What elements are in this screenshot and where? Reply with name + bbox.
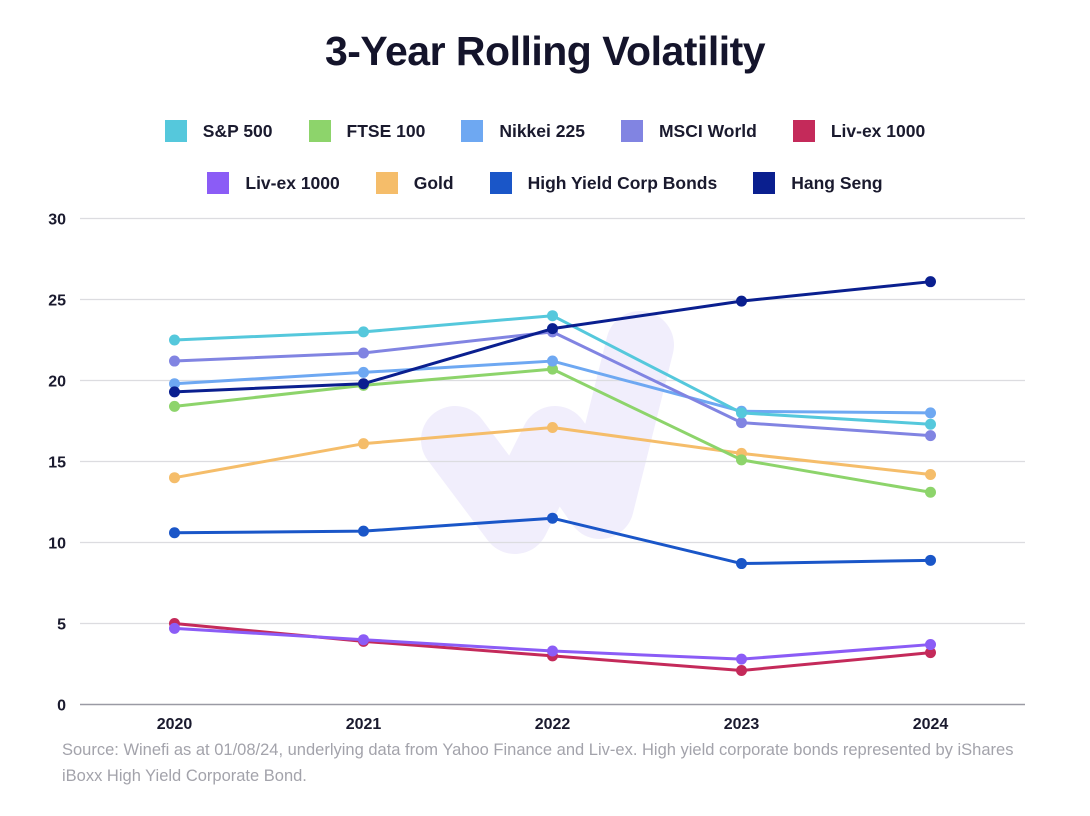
data-point[interactable] [736, 407, 747, 419]
y-tick-label: 15 [48, 455, 66, 472]
data-point[interactable] [736, 558, 747, 570]
data-point[interactable] [925, 639, 936, 651]
data-point[interactable] [358, 366, 369, 378]
legend-label: High Yield Corp Bonds [527, 172, 718, 193]
data-point[interactable] [358, 347, 369, 359]
gridlines [80, 217, 1025, 706]
y-tick-label: 0 [57, 698, 66, 715]
data-point[interactable] [358, 525, 369, 537]
series-hang-seng [169, 276, 936, 398]
legend-swatch-icon [375, 172, 398, 194]
legend-swatch-icon [207, 172, 230, 194]
legend-item-high-yield-corp-bonds[interactable]: High Yield Corp Bonds [489, 172, 718, 194]
legend-label: S&P 500 [202, 120, 273, 141]
data-point[interactable] [547, 355, 558, 367]
data-point[interactable] [547, 363, 558, 375]
legend-item-livex1000-red[interactable]: Liv-ex 1000 [792, 120, 926, 142]
legend-swatch-icon [792, 120, 815, 142]
legend-label: FTSE 100 [346, 120, 426, 141]
legend-swatch-icon [489, 172, 512, 194]
legend-item-hang-seng[interactable]: Hang Seng [753, 172, 883, 194]
winefi-watermark-logo [421, 311, 674, 554]
data-point[interactable] [169, 472, 180, 484]
legend-item-ftse100[interactable]: FTSE 100 [308, 120, 426, 142]
data-point[interactable] [736, 417, 747, 429]
data-point[interactable] [169, 355, 180, 367]
data-point[interactable] [925, 486, 936, 498]
data-point[interactable] [169, 378, 180, 390]
legend-label: Liv-ex 1000 [830, 120, 926, 141]
data-point[interactable] [169, 334, 180, 346]
data-point[interactable] [169, 527, 180, 539]
data-point[interactable] [358, 326, 369, 338]
legend-swatch-icon [461, 120, 484, 142]
x-tick-label: 2020 [157, 716, 193, 733]
legend-item-nikkei225[interactable]: Nikkei 225 [461, 120, 585, 142]
y-axis-ticks: 0 5 10 15 20 25 30 [48, 212, 66, 715]
data-point[interactable] [925, 418, 936, 430]
y-tick-label: 5 [57, 617, 66, 634]
legend-label: Nikkei 225 [499, 120, 585, 141]
data-point[interactable] [547, 310, 558, 322]
x-tick-label: 2022 [535, 716, 571, 733]
data-point[interactable] [169, 400, 180, 412]
data-point[interactable] [736, 664, 747, 676]
data-point[interactable] [925, 407, 936, 419]
legend-swatch-icon [753, 172, 776, 194]
source-note: Source: Winefi as at 01/08/24, underlyin… [62, 741, 1014, 785]
y-tick-label: 20 [48, 374, 66, 391]
watermark-w-shape [421, 311, 674, 554]
data-point[interactable] [925, 647, 936, 659]
legend-swatch-icon [620, 120, 643, 142]
data-point[interactable] [547, 512, 558, 524]
legend-label: Gold [413, 172, 454, 193]
legend-label: Hang Seng [791, 172, 883, 193]
data-point[interactable] [547, 323, 558, 335]
data-point[interactable] [925, 554, 936, 566]
legend-row-1: S&P 500 FTSE 100 Nikkei 225 MSCI World L… [0, 120, 1090, 142]
data-point[interactable] [358, 378, 369, 390]
x-tick-label: 2024 [913, 716, 949, 733]
series-line [173, 516, 932, 566]
legend-swatch-icon [164, 120, 187, 142]
x-tick-label: 2023 [724, 716, 760, 733]
legend-row-2: Liv-ex 1000 Gold High Yield Corp Bonds H… [0, 172, 1090, 194]
legend-label: Liv-ex 1000 [245, 172, 340, 193]
data-point[interactable] [169, 622, 180, 634]
legend-label: MSCI World [658, 120, 757, 141]
data-point[interactable] [925, 430, 936, 442]
y-tick-label: 25 [48, 293, 66, 310]
series-lines [169, 276, 936, 676]
data-point[interactable] [169, 386, 180, 398]
data-point[interactable] [358, 634, 369, 646]
y-tick-label: 30 [48, 212, 66, 229]
legend-swatch-icon [308, 120, 331, 142]
series-gold [169, 421, 936, 484]
data-point[interactable] [358, 438, 369, 450]
series-ftse-100 [169, 363, 936, 498]
data-point[interactable] [547, 421, 558, 433]
legend-item-msci-world[interactable]: MSCI World [620, 120, 757, 142]
legend-item-livex1000-purple[interactable]: Liv-ex 1000 [207, 172, 340, 194]
legend-item-gold[interactable]: Gold [375, 172, 454, 194]
data-point[interactable] [736, 653, 747, 665]
legend-item-sp500[interactable]: S&P 500 [164, 120, 273, 142]
data-point[interactable] [736, 454, 747, 466]
data-point[interactable] [925, 276, 936, 288]
y-tick-label: 10 [48, 536, 66, 553]
x-tick-label: 2021 [346, 716, 382, 733]
series-high-yield-corp-bonds [169, 512, 936, 570]
chart-title: 3-Year Rolling Volatility [324, 28, 766, 74]
series-s-p-500 [169, 310, 936, 430]
data-point[interactable] [736, 295, 747, 307]
data-point[interactable] [925, 468, 936, 480]
x-axis-ticks: 2020 2021 2022 2023 2024 [157, 716, 949, 733]
data-point[interactable] [547, 645, 558, 657]
series-liv-ex-1000 [169, 622, 936, 665]
